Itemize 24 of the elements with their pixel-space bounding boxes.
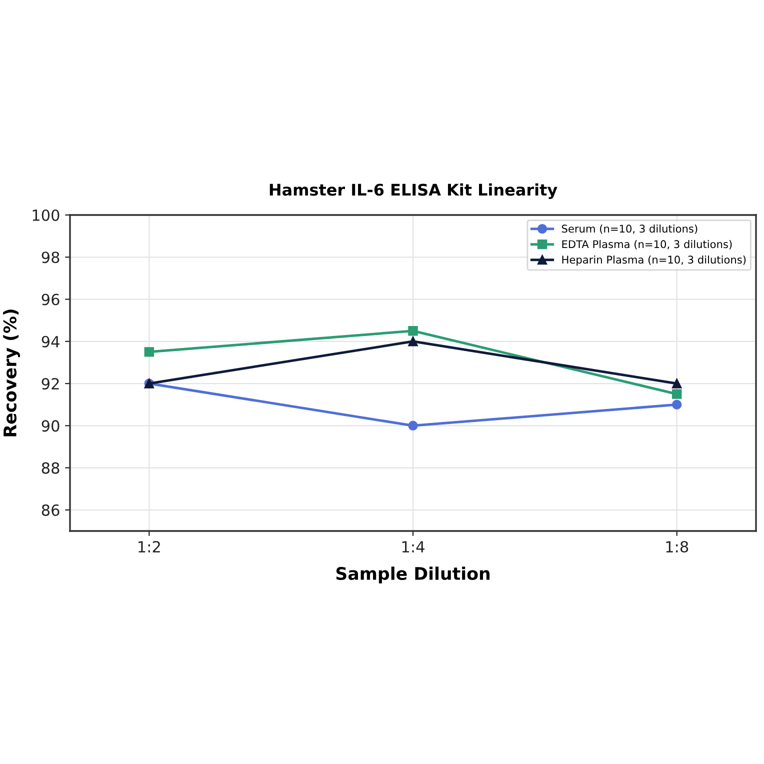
y-tick-label: 86 [42,504,60,516]
point [408,420,418,431]
y-axis-title: Recovery (%) [3,310,20,436]
point [144,347,154,357]
y-tick-label: 100 [32,209,60,222]
point [408,336,418,346]
point [672,389,682,399]
chart-title: Hamster IL-6 ELISA Kit Linearity [270,183,558,199]
y-tick-label: 94 [42,336,60,348]
legend-label: EDTA Plasma (n=10, 3 dilutions) [562,240,732,250]
y-tick-label: 98 [42,252,60,264]
legend-label: Serum (n=10, 3 dilutions) [562,224,698,234]
point [672,400,682,410]
y-tick-label: 90 [42,420,60,432]
x-axis-title: Sample Dilution [336,566,490,584]
point [672,378,682,388]
point [408,326,418,336]
x-tick-label: 1:2 [138,540,160,552]
y-tick-label: 92 [42,378,59,390]
legend-label: Heparin Plasma (n=10, 3 dilutions) [562,255,746,266]
y-tick-label: 96 [42,294,60,306]
x-tick-label: 1:4 [402,541,424,552]
x-tick-label: 1:8 [666,540,688,553]
y-tick-label: 88 [42,462,60,474]
